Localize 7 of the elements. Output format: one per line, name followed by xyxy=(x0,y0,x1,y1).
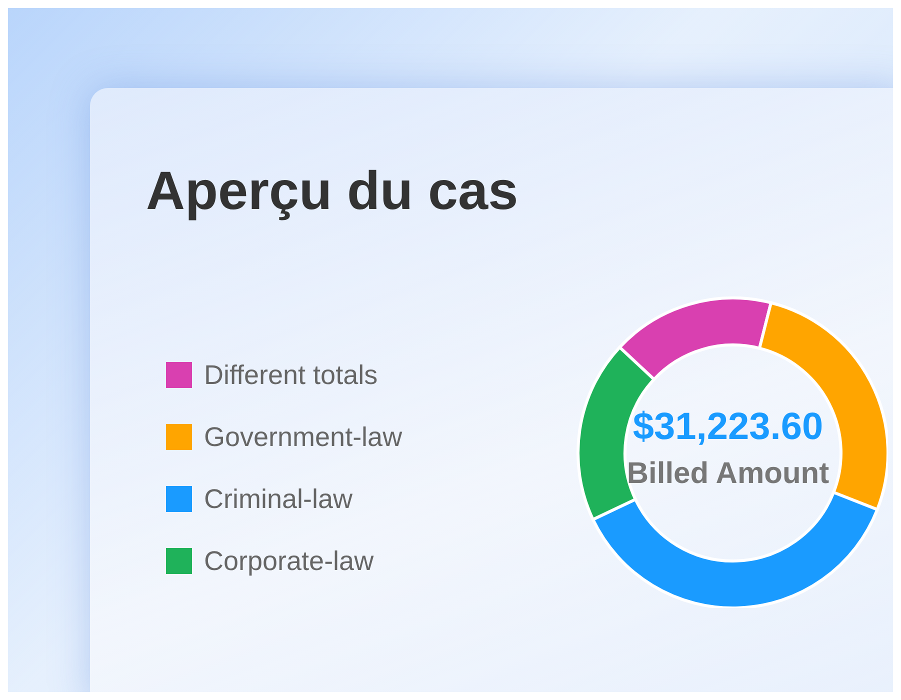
legend-label: Criminal-law xyxy=(203,482,354,516)
chart-title: Aperçu du cas xyxy=(146,160,518,222)
legend-label: Corporate-law xyxy=(203,544,375,578)
legend-label: Different totals xyxy=(203,358,379,392)
legend-label: Government-law xyxy=(203,420,402,454)
text: Billed Amount xyxy=(626,457,830,491)
text: $31,223.60 xyxy=(632,406,824,449)
